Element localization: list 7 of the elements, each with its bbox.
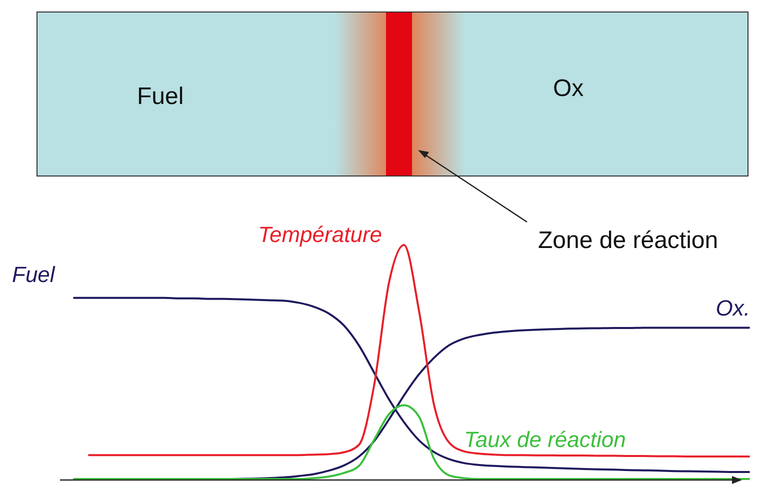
series-label: Température (258, 222, 382, 247)
text: Fuel (137, 83, 184, 110)
series-label: Fuel (12, 262, 56, 287)
annotation: Zone de réaction (538, 227, 718, 254)
text: Ox (553, 75, 584, 102)
series-label: Ox. (716, 296, 750, 321)
series-label: Taux de réaction (464, 427, 626, 452)
